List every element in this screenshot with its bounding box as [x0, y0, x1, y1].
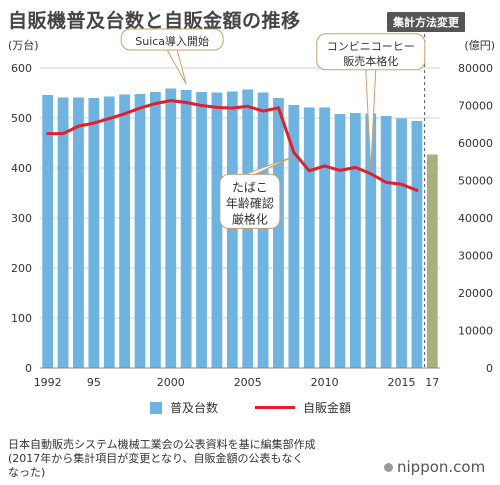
x-tick-label: 2005 [234, 376, 262, 389]
legend-swatch-line [255, 406, 295, 409]
legend-item-sales: 自販金額 [255, 399, 351, 416]
source-line-1: 日本自動販売システム機械工業会の公表資料を基に編集部作成 [8, 438, 316, 451]
bar [257, 92, 269, 368]
left-tick-label: 300 [11, 212, 32, 225]
source-line-2: (2017年から集計項目が変更となり、自販金額の公表もなく [8, 452, 304, 465]
bar [180, 90, 192, 368]
bar [134, 94, 146, 368]
callout-pointer [166, 49, 187, 85]
logo-text: nippon.com [397, 458, 486, 476]
bar [42, 95, 54, 368]
left-tick-label: 200 [11, 262, 32, 275]
callout-text: Suica導入開始 [135, 34, 209, 48]
callout-box [219, 173, 281, 229]
bar [426, 154, 438, 368]
bar [196, 92, 207, 368]
x-tick-label: 2015 [388, 376, 416, 389]
bar [165, 88, 177, 368]
left-tick-label: 400 [11, 162, 32, 175]
left-tick-label: 0 [25, 362, 32, 375]
logo-dot-icon [384, 462, 393, 472]
legend-swatch-bar [150, 401, 162, 414]
legend-label-units: 普及台数 [170, 401, 219, 415]
bar [226, 91, 238, 368]
right-tick-label: 60000 [458, 137, 493, 150]
callout-text: 販売本格化 [343, 54, 398, 68]
bar [303, 107, 315, 368]
chart-title: 自販機普及台数と自販金額の推移 [8, 10, 301, 32]
legend: 普及台数 自販金額 [0, 397, 500, 417]
right-tick-label: 70000 [458, 100, 493, 113]
source-line-3: なった) [8, 466, 46, 479]
chart: (万台) (億円) 0 100 200 300 400 500 600 0 10000 20000 30… [8, 28, 495, 389]
bar [73, 97, 84, 368]
bar [365, 113, 377, 368]
left-tick-label: 100 [11, 312, 32, 325]
bar [350, 113, 361, 368]
bar [119, 94, 130, 368]
right-tick-label: 0 [486, 362, 493, 375]
method-change-badge: 集計方法変更 [387, 12, 465, 32]
legend-label-sales: 自販金額 [303, 401, 352, 415]
callout-text: たばこ [232, 180, 268, 194]
callout-text: 厳格化 [232, 211, 268, 226]
legend-item-units: 普及台数 [150, 399, 218, 416]
bar [273, 98, 284, 368]
right-tick-label: 30000 [458, 250, 493, 263]
bar [334, 114, 346, 368]
left-tick-label: 600 [11, 62, 32, 75]
bar [380, 116, 392, 368]
right-tick-label: 10000 [458, 325, 493, 338]
right-tick-label: 80000 [458, 62, 493, 75]
right-tick-label: 40000 [458, 212, 493, 225]
bar [57, 97, 69, 368]
callout-text: 年齢確認 [226, 195, 274, 210]
x-tick-label: 2000 [157, 376, 185, 389]
bar [411, 121, 423, 368]
bar [396, 118, 407, 368]
bar [319, 107, 330, 368]
x-tick-label: 95 [87, 376, 101, 389]
bar [288, 105, 300, 368]
left-tick-label: 500 [11, 112, 32, 125]
right-tick-label: 20000 [458, 287, 493, 300]
x-tick-label: 17 [425, 376, 439, 389]
callout-box [316, 33, 426, 71]
bar [103, 96, 115, 368]
left-axis-unit: (万台) [8, 38, 39, 52]
x-tick-label: 1992 [34, 376, 62, 389]
sales-line [46, 99, 419, 192]
bar [150, 92, 161, 368]
nippon-logo: nippon.com [384, 458, 485, 476]
right-tick-label: 50000 [458, 175, 493, 188]
bar [88, 98, 100, 368]
right-axis-unit: (億円) [464, 39, 495, 52]
callout-box [120, 28, 224, 51]
callout-text: コンビニコーヒー [327, 40, 415, 53]
x-tick-label: 2010 [311, 376, 339, 389]
source-note: 日本自動販売システム機械工業会の公表資料を基に編集部作成 (2017年から集計項… [8, 438, 388, 480]
bar [211, 92, 223, 368]
